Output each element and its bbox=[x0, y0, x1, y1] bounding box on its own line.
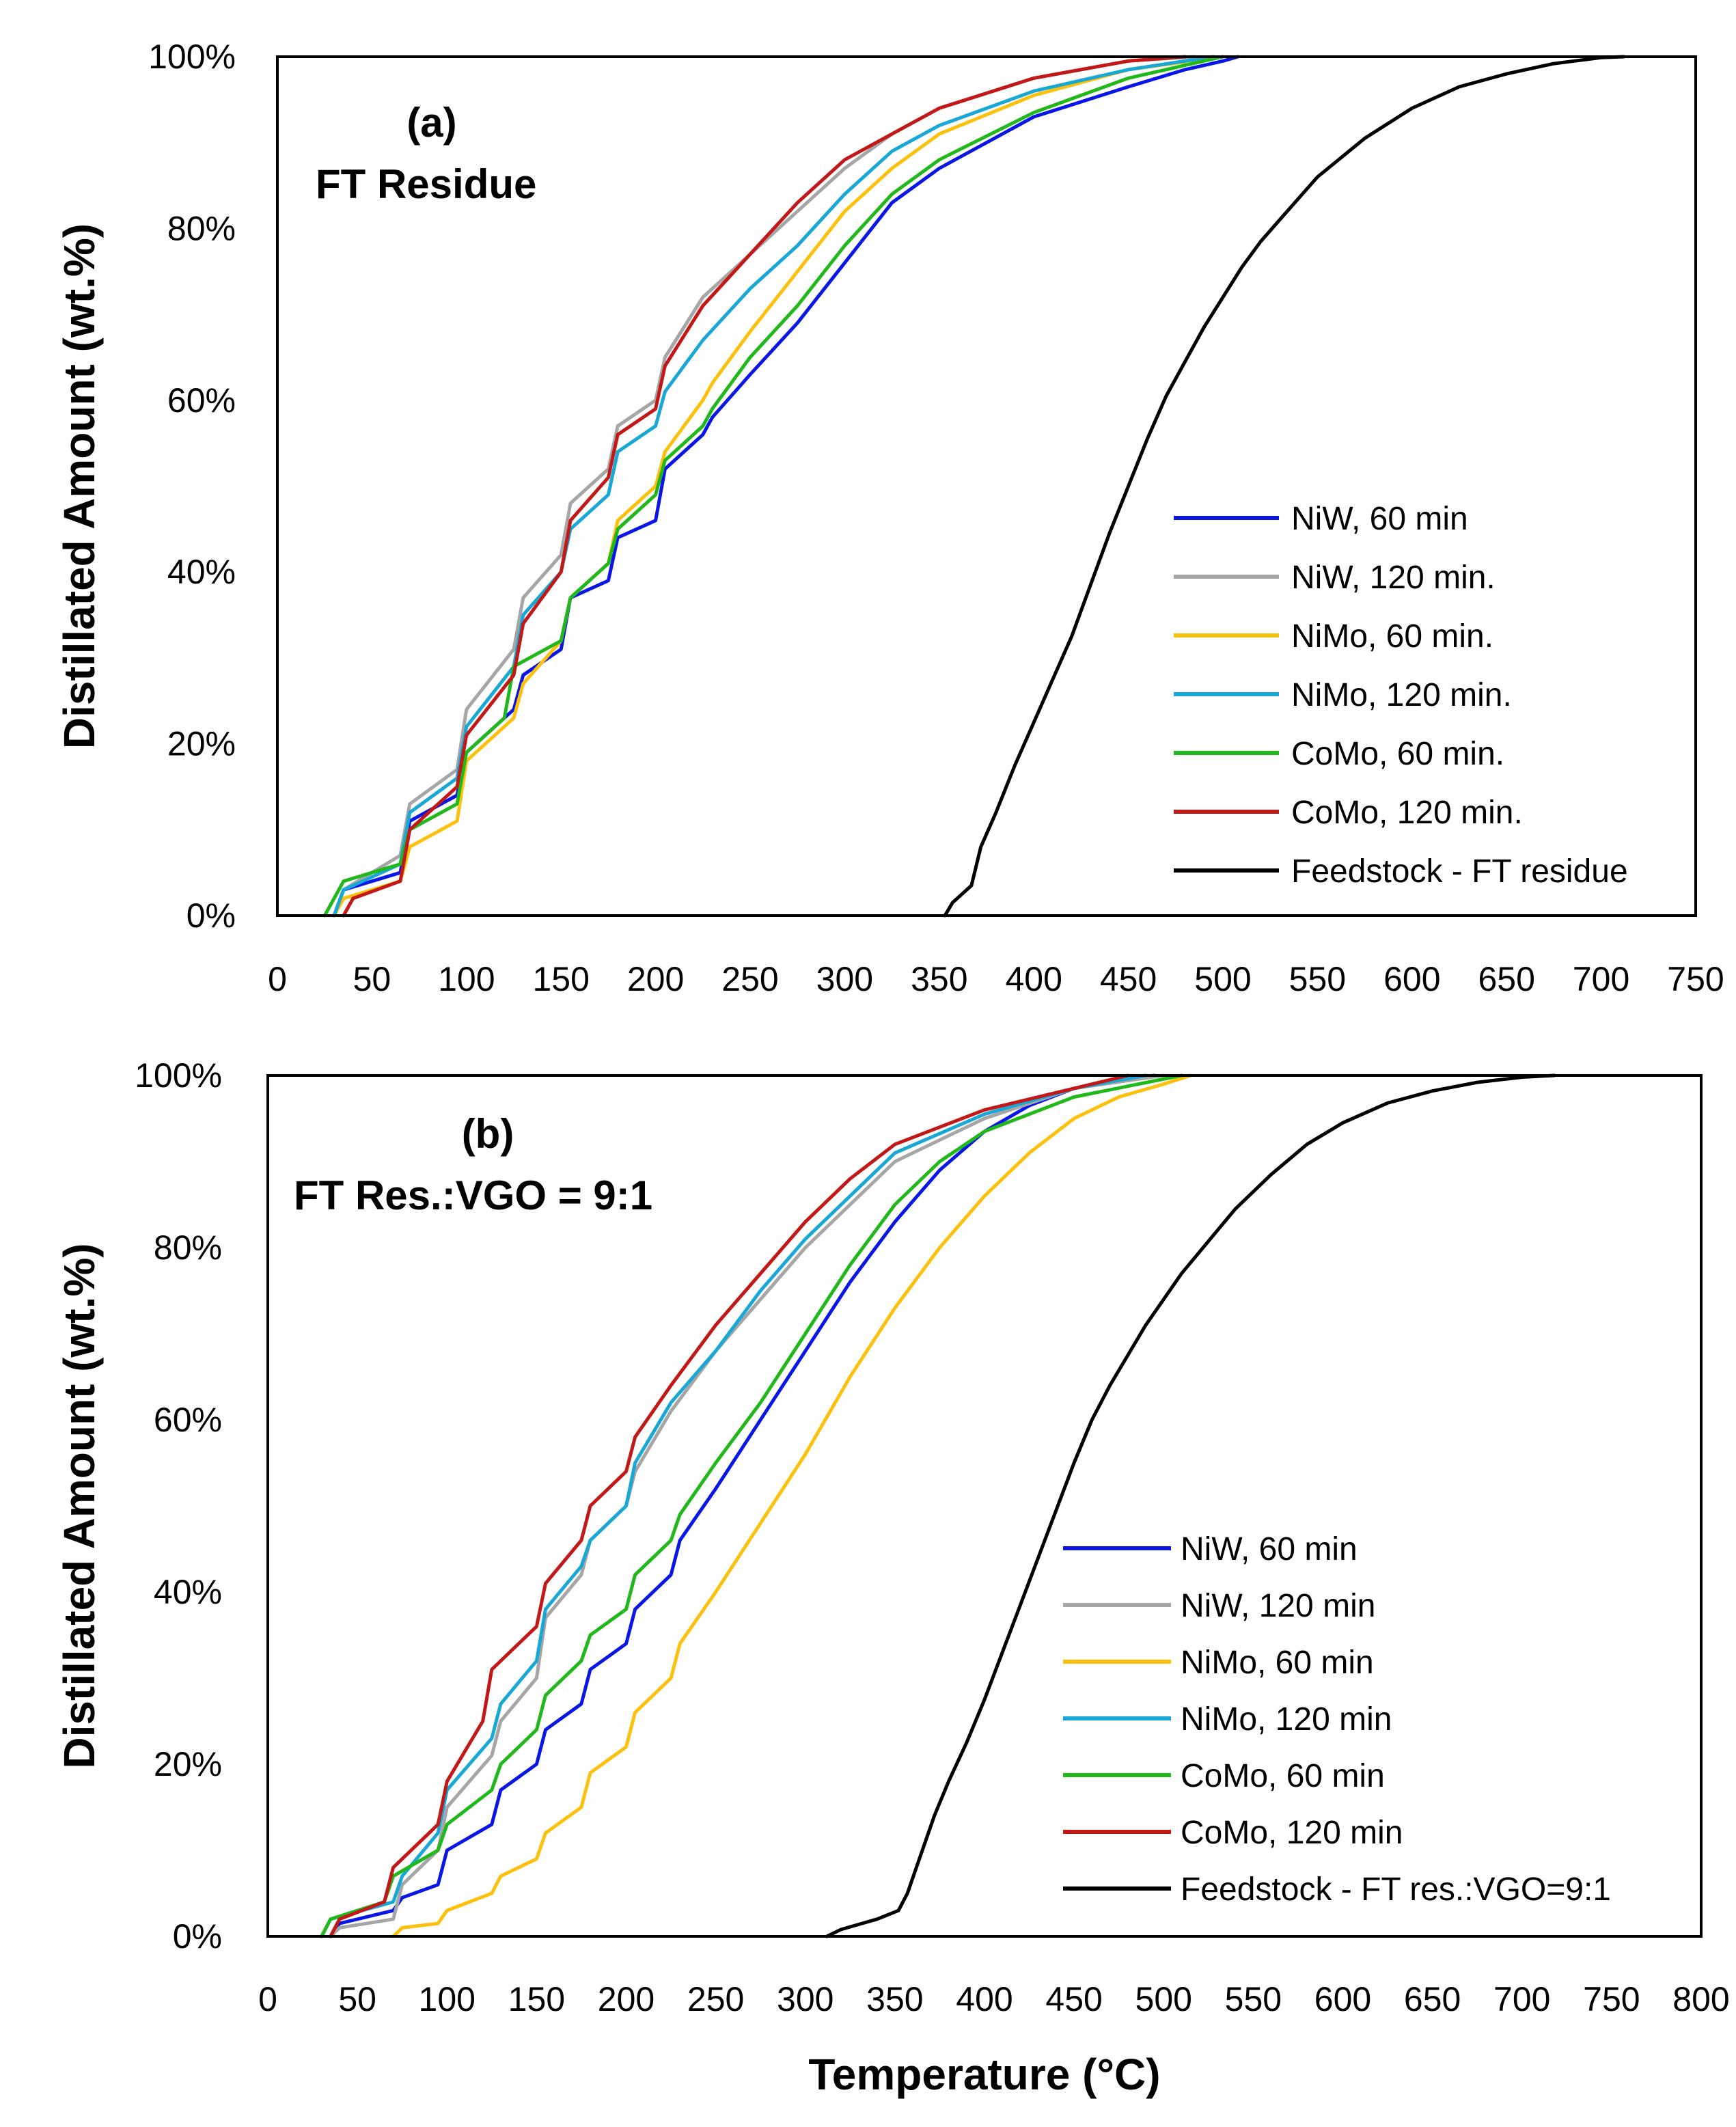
legend-label-1: NiW, 120 min. bbox=[1291, 560, 1496, 596]
series-line-6 bbox=[943, 55, 1626, 918]
legend-label-6: Feedstock - FT res.:VGO=9:1 bbox=[1181, 1871, 1611, 1908]
legend-label-2: NiMo, 60 min bbox=[1181, 1645, 1374, 1681]
x-tick-label: 500 bbox=[1135, 1980, 1192, 2018]
panel-subtitle: FT Residue bbox=[316, 161, 536, 207]
y-axis-title: Distillated Amount (wt.%) bbox=[55, 1243, 104, 1768]
series-line-3 bbox=[332, 55, 1215, 918]
series-line-5 bbox=[329, 1073, 1130, 1938]
x-tick-label: 200 bbox=[598, 1980, 655, 2018]
y-tick-label: 80% bbox=[167, 209, 236, 247]
legend-label-3: NiMo, 120 min. bbox=[1291, 677, 1512, 713]
x-tick-label: 450 bbox=[1100, 960, 1157, 998]
x-tick-label: 550 bbox=[1225, 1980, 1282, 2018]
y-tick-label: 20% bbox=[154, 1745, 222, 1783]
panel-a: 0% 20% 40% 60% 80% 100% 0 50 100 150 200 250 300 350 4… bbox=[55, 38, 1724, 998]
y-tick-label: 20% bbox=[167, 725, 236, 763]
x-tick-label: 0 bbox=[258, 1980, 277, 2018]
series-line-4 bbox=[320, 1073, 1183, 1938]
series-group bbox=[320, 1073, 1556, 1938]
series-line-2 bbox=[391, 1073, 1193, 1938]
series-line-2 bbox=[332, 55, 1225, 918]
legend-label-5: CoMo, 120 min bbox=[1181, 1815, 1403, 1851]
x-tick-label: 750 bbox=[1583, 1980, 1640, 2018]
y-tick-label: 0% bbox=[187, 896, 236, 935]
x-tick-label: 450 bbox=[1045, 1980, 1102, 2018]
x-tick-label: 600 bbox=[1383, 960, 1440, 998]
x-tick-label: 50 bbox=[338, 1980, 376, 2018]
series-line-5 bbox=[342, 55, 1187, 918]
x-tick-label: 250 bbox=[721, 960, 778, 998]
series-line-3 bbox=[320, 1073, 1148, 1938]
x-tick-label: 350 bbox=[866, 1980, 923, 2018]
series-group bbox=[322, 55, 1626, 918]
x-tick-label: 100 bbox=[419, 1980, 476, 2018]
legend-label-2: NiMo, 60 min. bbox=[1291, 618, 1493, 655]
y-tick-label: 0% bbox=[173, 1917, 222, 1956]
x-tick-label: 700 bbox=[1493, 1980, 1550, 2018]
x-tick-label: 200 bbox=[627, 960, 684, 998]
y-tick-label: 100% bbox=[148, 38, 236, 76]
y-tick-label: 80% bbox=[154, 1229, 222, 1267]
x-tick-label: 100 bbox=[438, 960, 495, 998]
plot-area-border bbox=[276, 55, 1697, 917]
y-tick-label: 40% bbox=[167, 553, 236, 591]
y-tick-label: 60% bbox=[167, 381, 236, 420]
legend-label-1: NiW, 120 min bbox=[1181, 1588, 1375, 1624]
x-tick-label: 300 bbox=[816, 960, 873, 998]
legend: NiW, 60 min NiW, 120 min NiMo, 60 min NiMo,… bbox=[1063, 1531, 1611, 1908]
x-tick-label: 650 bbox=[1404, 1980, 1461, 2018]
x-tick-label: 0 bbox=[268, 960, 287, 998]
legend-label-0: NiW, 60 min bbox=[1291, 501, 1468, 537]
x-tick-label: 800 bbox=[1672, 1980, 1729, 2018]
x-tick-label: 500 bbox=[1194, 960, 1251, 998]
panel-subtitle: FT Res.:VGO = 9:1 bbox=[294, 1172, 652, 1218]
x-tick-label: 350 bbox=[911, 960, 967, 998]
x-tick-label: 300 bbox=[777, 1980, 833, 2018]
x-tick-label: 700 bbox=[1573, 960, 1629, 998]
x-tick-label: 150 bbox=[508, 1980, 565, 2018]
x-tick-label: 750 bbox=[1667, 960, 1724, 998]
x-tick-label: 400 bbox=[1005, 960, 1062, 998]
panel-label: (a) bbox=[407, 100, 456, 146]
x-tick-label: 250 bbox=[687, 1980, 744, 2018]
series-line-4 bbox=[322, 55, 1225, 918]
legend-label-0: NiW, 60 min bbox=[1181, 1531, 1358, 1567]
legend-label-4: CoMo, 60 min. bbox=[1291, 736, 1504, 772]
x-tick-label: 400 bbox=[956, 1980, 1012, 2018]
x-tick-label: 50 bbox=[353, 960, 391, 998]
legend-label-3: NiMo, 120 min bbox=[1181, 1701, 1392, 1738]
y-tick-label: 60% bbox=[154, 1401, 222, 1439]
x-tick-label: 550 bbox=[1289, 960, 1346, 998]
y-axis-title: Distillated Amount (wt.%) bbox=[55, 223, 104, 749]
legend-label-4: CoMo, 60 min bbox=[1181, 1758, 1385, 1794]
series-line-6 bbox=[825, 1073, 1556, 1938]
legend: NiW, 60 min NiW, 120 min. NiMo, 60 min. NiM… bbox=[1174, 501, 1628, 890]
plot-area-border bbox=[266, 1074, 1703, 1938]
legend-label-6: Feedstock - FT residue bbox=[1291, 853, 1628, 890]
legend-label-5: CoMo, 120 min. bbox=[1291, 795, 1523, 831]
series-line-0 bbox=[329, 1073, 1157, 1938]
x-tick-label: 650 bbox=[1478, 960, 1534, 998]
panel-label: (b) bbox=[462, 1111, 514, 1157]
x-tick-label: 600 bbox=[1314, 1980, 1371, 2018]
x-tick-label: 150 bbox=[532, 960, 589, 998]
y-tick-label: 100% bbox=[135, 1056, 222, 1095]
x-axis-title: Temperature (°C) bbox=[808, 2050, 1160, 2099]
y-tick-label: 40% bbox=[154, 1573, 222, 1611]
panel-b: 0% 20% 40% 60% 80% 100% 0 50 100 150 200 250 300 350 4… bbox=[55, 1056, 1730, 2099]
